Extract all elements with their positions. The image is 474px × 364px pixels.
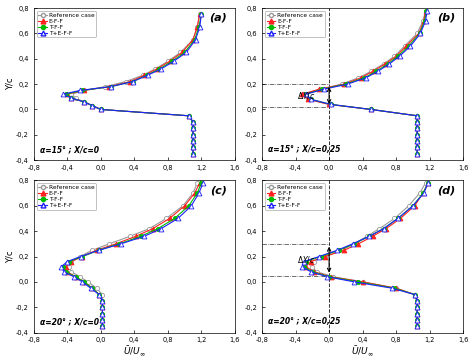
Text: α=15° ; X/c=0: α=15° ; X/c=0 bbox=[40, 145, 99, 154]
Text: α=20° ; X/c=0,25: α=20° ; X/c=0,25 bbox=[268, 317, 340, 327]
Text: (a): (a) bbox=[209, 13, 227, 23]
Text: $\Delta Y/c$: $\Delta Y/c$ bbox=[297, 90, 316, 101]
Text: α=15° ; X/c=0,25: α=15° ; X/c=0,25 bbox=[268, 145, 340, 154]
Y-axis label: Y/c: Y/c bbox=[6, 78, 15, 90]
X-axis label: $\bar{U}/U_\infty$: $\bar{U}/U_\infty$ bbox=[123, 345, 146, 359]
Y-axis label: Y/c: Y/c bbox=[6, 250, 15, 263]
Legend: Reference case, E-F-F, T-F-F, T+E-F-F: Reference case, E-F-F, T-F-F, T+E-F-F bbox=[265, 183, 325, 210]
Legend: Reference case, E-F-F, T-F-F, T+E-F-F: Reference case, E-F-F, T-F-F, T+E-F-F bbox=[36, 183, 96, 210]
Text: $\Delta Y/c$: $\Delta Y/c$ bbox=[297, 254, 316, 265]
Legend: Reference case, E-F-F, T-F-F, T+E-F-F: Reference case, E-F-F, T-F-F, T+E-F-F bbox=[265, 11, 325, 37]
X-axis label: $\bar{U}/U_\infty$: $\bar{U}/U_\infty$ bbox=[351, 345, 374, 359]
Text: (d): (d) bbox=[437, 185, 455, 195]
Legend: Reference case, E-F-F, T-F-F, T+E-F-F: Reference case, E-F-F, T-F-F, T+E-F-F bbox=[36, 11, 96, 37]
Text: α=20° ; X/c=0: α=20° ; X/c=0 bbox=[40, 317, 99, 327]
Text: (c): (c) bbox=[210, 185, 227, 195]
Text: (b): (b) bbox=[437, 13, 455, 23]
